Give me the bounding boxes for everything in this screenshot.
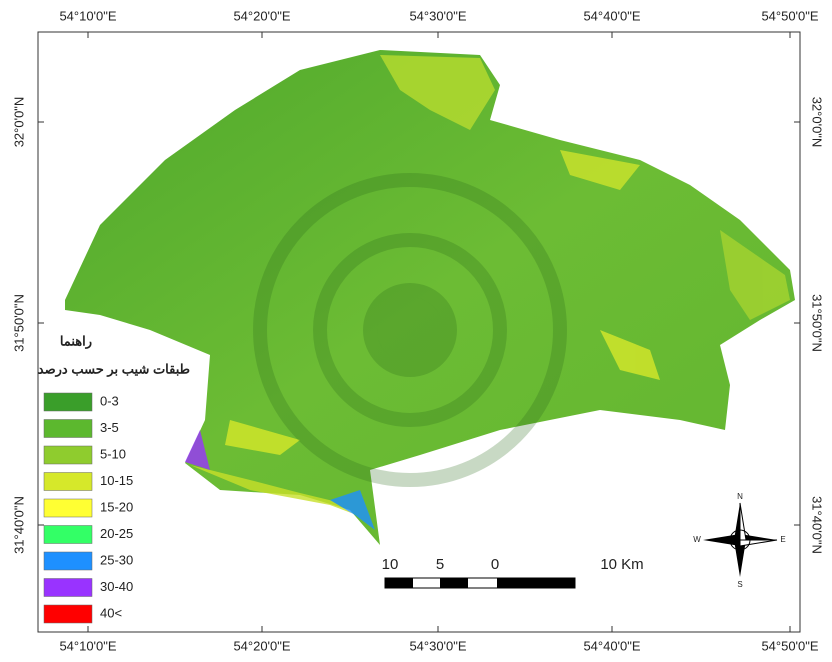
legend-label: 30-40 — [100, 579, 133, 594]
right-coord-label: 32°0'0"N — [810, 97, 825, 148]
legend-title: راهنما — [60, 333, 92, 349]
legend-label: 40< — [100, 605, 122, 620]
left-coord-label: 31°50'0"N — [11, 294, 26, 352]
compass-w: W — [693, 535, 701, 544]
top-coord-label: 54°30'0"E — [409, 8, 466, 23]
legend-label: 15-20 — [100, 499, 133, 514]
legend-label: 20-25 — [100, 526, 133, 541]
right-coord-label: 31°40'0"N — [810, 496, 825, 554]
legend-swatch — [44, 552, 92, 570]
top-coord-label: 54°50'0"E — [761, 8, 818, 23]
scale-label: 5 — [436, 556, 444, 573]
bottom-coord-label: 54°40'0"E — [583, 638, 640, 653]
legend-label: 25-30 — [100, 552, 133, 567]
left-coord-label: 32°0'0"N — [11, 97, 26, 148]
legend-swatch — [44, 499, 92, 517]
bottom-coord-label: 54°10'0"E — [59, 638, 116, 653]
bottom-coord-label: 54°50'0"E — [761, 638, 818, 653]
bottom-coord-label: 54°20'0"E — [233, 638, 290, 653]
legend-swatch — [44, 579, 92, 597]
compass-n: N — [737, 492, 743, 501]
left-coord-label: 31°40'0"N — [11, 496, 26, 554]
scale-label: 10 Km — [600, 556, 643, 573]
compass-e: E — [780, 535, 785, 544]
legend-swatch — [44, 526, 92, 544]
scale-bar — [385, 578, 575, 588]
top-coord-label: 54°20'0"E — [233, 8, 290, 23]
scale-label: 10 — [382, 556, 399, 573]
legend-label: 5-10 — [100, 446, 126, 461]
legend-swatch — [44, 393, 92, 411]
legend-label: 10-15 — [100, 473, 133, 488]
legend-subtitle: طبقات شیب بر حسب درصد — [38, 361, 190, 377]
top-coord-label: 54°40'0"E — [583, 8, 640, 23]
compass-s: S — [737, 580, 742, 589]
legend-swatch — [44, 473, 92, 491]
top-coord-label: 54°10'0"E — [59, 8, 116, 23]
right-coord-label: 31°50'0"N — [810, 294, 825, 352]
map: 54°10'0"E 54°20'0"E 54°30'0"E 54°40'0"E 54°5… — [0, 0, 832, 662]
legend-swatch — [44, 420, 92, 438]
legend-swatch — [44, 605, 92, 623]
scale-label: 0 — [491, 556, 499, 573]
legend-label: 3-5 — [100, 420, 119, 435]
bottom-coord-label: 54°30'0"E — [409, 638, 466, 653]
legend-swatch — [44, 446, 92, 464]
legend-label: 0-3 — [100, 393, 119, 408]
